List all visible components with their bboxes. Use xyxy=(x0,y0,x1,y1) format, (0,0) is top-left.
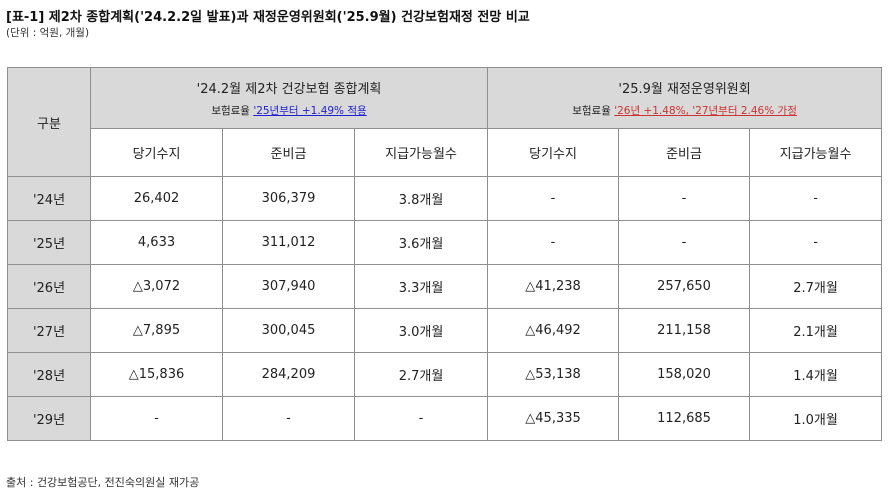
table-cell: 306,379 xyxy=(222,176,355,221)
table-cell: 26,402 xyxy=(90,176,223,221)
table-cell: 2.1개월 xyxy=(749,308,883,353)
table-cell: 4,633 xyxy=(90,220,223,265)
table-cell: 112,685 xyxy=(618,396,751,441)
table-cell: 3.8개월 xyxy=(353,176,489,221)
row-header-label: 구분 xyxy=(7,67,91,177)
table-cell: 1.4개월 xyxy=(749,352,883,397)
table-cell-deficit: △15,836 xyxy=(90,352,223,397)
table-cell: - xyxy=(749,220,883,265)
column-header: 지급가능월수 xyxy=(749,128,883,177)
group-note: 보험료율 '26년 +1.48%, '27년부터 2.46% 가정 xyxy=(488,103,881,118)
table-cell: - xyxy=(618,176,751,221)
rate-assumption-link[interactable]: '26년 +1.48%, '27년부터 2.46% 가정 xyxy=(614,105,797,117)
group-title: '24.2월 제2차 건강보험 종합계획 xyxy=(196,82,382,97)
table-cell-deficit: △41,238 xyxy=(487,264,620,309)
table-row: '25년 4,633 311,012 3.6개월 - - - xyxy=(7,220,883,265)
group-header-plan: '24.2월 제2차 건강보험 종합계획 보험료율 '25년부터 +1.49% … xyxy=(89,67,489,129)
year-label: '27년 xyxy=(7,308,91,353)
table-cell-deficit: △53,138 xyxy=(487,352,620,397)
year-label: '29년 xyxy=(7,396,91,441)
table-cell: - xyxy=(487,220,620,265)
table-row: '26년 △3,072 307,940 3.3개월 △41,238 257,65… xyxy=(7,264,883,309)
table-row: '24년 26,402 306,379 3.8개월 - - - xyxy=(7,176,883,221)
table-cell: - xyxy=(353,396,489,441)
table-cell: 257,650 xyxy=(618,264,751,309)
column-header: 당기수지 xyxy=(90,128,223,177)
table-cell: 311,012 xyxy=(222,220,355,265)
rate-assumption-link[interactable]: '25년부터 +1.49% 적용 xyxy=(253,105,367,117)
page-title: [표-1] 제2차 종합계획('24.2.2일 발표)과 재정운영위원회('25… xyxy=(6,10,530,25)
table-cell: 284,209 xyxy=(222,352,355,397)
group-note: 보험료율 '25년부터 +1.49% 적용 xyxy=(91,103,487,118)
table-cell: - xyxy=(222,396,355,441)
table-cell-deficit: △7,895 xyxy=(90,308,223,353)
table-cell: 2.7개월 xyxy=(749,264,883,309)
table-cell: 1.0개월 xyxy=(749,396,883,441)
column-header: 준비금 xyxy=(618,128,751,177)
finance-comparison-table: 구분 '24.2월 제2차 건강보험 종합계획 보험료율 '25년부터 +1.4… xyxy=(7,67,883,441)
column-header: 지급가능월수 xyxy=(353,128,489,177)
header-row-columns: 당기수지 준비금 지급가능월수 당기수지 준비금 지급가능월수 xyxy=(8,128,883,177)
table-cell: 3.0개월 xyxy=(353,308,489,353)
table-cell: - xyxy=(487,176,620,221)
table-row: '29년 - - - △45,335 112,685 1.0개월 xyxy=(7,396,883,441)
table-cell: - xyxy=(90,396,223,441)
column-header: 준비금 xyxy=(222,128,355,177)
table-cell: 307,940 xyxy=(222,264,355,309)
table-cell-deficit: △45,335 xyxy=(487,396,620,441)
table-row: '27년 △7,895 300,045 3.0개월 △46,492 211,15… xyxy=(7,308,883,353)
note-prefix: 보험료율 xyxy=(572,105,615,117)
table-cell: 158,020 xyxy=(618,352,751,397)
table-cell: - xyxy=(618,220,751,265)
source-note: 출처 : 건강보험공단, 전진숙의원실 재가공 xyxy=(6,476,200,489)
group-header-committee: '25.9월 재정운영위원회 보험료율 '26년 +1.48%, '27년부터 … xyxy=(487,67,883,129)
table-cell: 211,158 xyxy=(618,308,751,353)
table-cell: 3.3개월 xyxy=(353,264,489,309)
year-label: '25년 xyxy=(7,220,91,265)
table-row: '28년 △15,836 284,209 2.7개월 △53,138 158,0… xyxy=(7,352,883,397)
header-row-groups: 구분 '24.2월 제2차 건강보험 종합계획 보험료율 '25년부터 +1.4… xyxy=(7,67,883,177)
group-title: '25.9월 재정운영위원회 xyxy=(618,82,751,97)
year-label: '24년 xyxy=(7,176,91,221)
unit-note: (단위 : 억원, 개월) xyxy=(6,27,90,39)
table-cell: - xyxy=(749,176,883,221)
table-cell-deficit: △46,492 xyxy=(487,308,620,353)
year-label: '26년 xyxy=(7,264,91,309)
table-cell: 300,045 xyxy=(222,308,355,353)
table-cell: 2.7개월 xyxy=(353,352,489,397)
table-cell: 3.6개월 xyxy=(353,220,489,265)
column-header: 당기수지 xyxy=(487,128,620,177)
table-cell-deficit: △3,072 xyxy=(90,264,223,309)
note-prefix: 보험료율 xyxy=(211,105,254,117)
year-label: '28년 xyxy=(7,352,91,397)
